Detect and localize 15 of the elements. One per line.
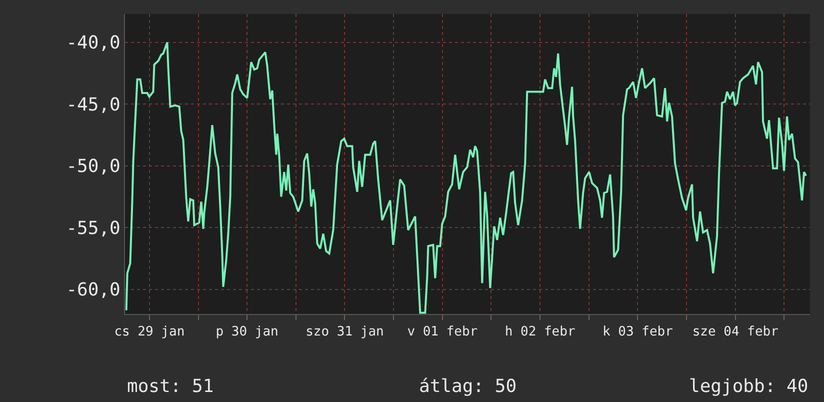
x-tick-label: szo 31 jan	[306, 324, 384, 340]
y-tick-label: -45,0	[66, 94, 120, 116]
y-tick-label: -50,0	[66, 156, 120, 178]
x-tick-label: sze 04 febr	[692, 324, 779, 340]
x-tick-label: h 02 febr	[504, 324, 576, 340]
text: most: 51	[127, 376, 214, 397]
text: átlag: 50	[419, 376, 517, 397]
text: legjobb: 40	[689, 376, 808, 397]
x-tick-label: p 30 jan	[216, 324, 278, 340]
y-tick-label: -60,0	[66, 280, 120, 301]
y-tick-label: -55,0	[66, 218, 120, 239]
x-tick-label: cs 29 jan	[114, 324, 185, 340]
x-tick-label: v 01 febr	[407, 324, 478, 340]
x-tick-label: k 03 febr	[602, 324, 674, 340]
y-tick-label: -40,0	[66, 32, 120, 54]
